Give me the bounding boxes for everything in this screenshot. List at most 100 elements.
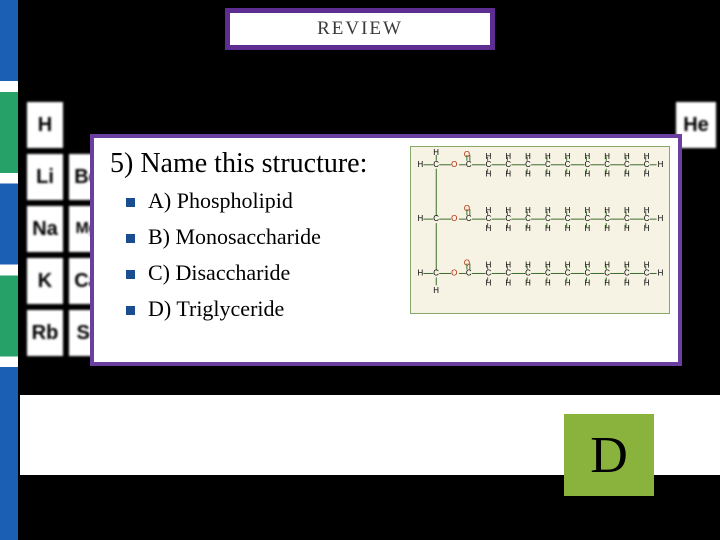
svg-text:H: H: [565, 152, 571, 161]
question-prompt-text: Name this structure:: [140, 148, 367, 179]
svg-text:O: O: [451, 268, 457, 277]
svg-text:C: C: [644, 160, 650, 169]
svg-text:C: C: [525, 214, 531, 223]
svg-text:C: C: [466, 214, 472, 223]
element-cell: Li: [25, 152, 65, 202]
svg-text:C: C: [624, 160, 630, 169]
svg-text:C: C: [505, 214, 511, 223]
svg-text:H: H: [486, 224, 492, 233]
svg-text:C: C: [466, 268, 472, 277]
svg-text:C: C: [486, 214, 492, 223]
svg-text:H: H: [525, 170, 531, 179]
svg-text:H: H: [525, 224, 531, 233]
svg-text:H: H: [604, 278, 610, 287]
svg-text:C: C: [433, 160, 439, 169]
svg-text:H: H: [624, 261, 630, 270]
svg-text:H: H: [565, 261, 571, 270]
svg-text:H: H: [505, 261, 511, 270]
svg-text:C: C: [545, 214, 551, 223]
svg-text:H: H: [584, 152, 590, 161]
svg-text:H: H: [604, 224, 610, 233]
binding-stripe: [0, 0, 18, 540]
svg-text:C: C: [525, 268, 531, 277]
review-banner: REVIEW: [225, 8, 495, 50]
svg-text:C: C: [545, 268, 551, 277]
svg-text:C: C: [584, 214, 590, 223]
svg-text:H: H: [658, 214, 664, 223]
element-cell: Na: [25, 204, 65, 254]
svg-text:H: H: [584, 261, 590, 270]
review-label: REVIEW: [317, 18, 403, 40]
element-cell: H: [25, 100, 65, 150]
svg-text:C: C: [604, 214, 610, 223]
molecule-diagram: H C H O H C O H C H O CO: [410, 146, 670, 314]
svg-text:H: H: [565, 170, 571, 179]
option-text: Triglyceride: [176, 296, 284, 321]
svg-text:H: H: [433, 286, 439, 295]
svg-text:H: H: [545, 152, 551, 161]
svg-text:O: O: [451, 160, 457, 169]
svg-text:H: H: [486, 278, 492, 287]
svg-text:C: C: [604, 268, 610, 277]
svg-text:H: H: [644, 224, 650, 233]
svg-text:H: H: [644, 261, 650, 270]
svg-text:H: H: [505, 152, 511, 161]
option-letter: C): [148, 260, 170, 285]
svg-text:C: C: [545, 160, 551, 169]
svg-text:C: C: [584, 268, 590, 277]
svg-text:C: C: [525, 160, 531, 169]
svg-text:H: H: [545, 206, 551, 215]
svg-text:C: C: [466, 160, 472, 169]
svg-text:H: H: [417, 268, 423, 277]
svg-text:H: H: [604, 206, 610, 215]
svg-text:H: H: [545, 278, 551, 287]
svg-text:H: H: [545, 224, 551, 233]
svg-text:C: C: [624, 214, 630, 223]
svg-text:C: C: [505, 160, 511, 169]
svg-text:H: H: [433, 148, 439, 157]
svg-text:H: H: [604, 170, 610, 179]
svg-text:C: C: [565, 160, 571, 169]
svg-text:C: C: [433, 268, 439, 277]
svg-text:H: H: [658, 160, 664, 169]
svg-text:C: C: [624, 268, 630, 277]
answer-letter: D: [590, 426, 628, 485]
svg-text:H: H: [545, 170, 551, 179]
svg-text:C: C: [486, 160, 492, 169]
svg-text:C: C: [433, 214, 439, 223]
svg-text:C: C: [565, 214, 571, 223]
svg-text:H: H: [658, 268, 664, 277]
svg-text:H: H: [486, 206, 492, 215]
svg-text:H: H: [644, 206, 650, 215]
svg-text:O: O: [451, 214, 457, 223]
option-text: Monosaccharide: [176, 224, 321, 249]
svg-text:H: H: [505, 206, 511, 215]
svg-text:H: H: [486, 152, 492, 161]
svg-text:H: H: [525, 206, 531, 215]
svg-text:C: C: [584, 160, 590, 169]
svg-text:C: C: [486, 268, 492, 277]
svg-text:C: C: [644, 214, 650, 223]
option-letter: A): [148, 188, 171, 213]
svg-text:C: C: [505, 268, 511, 277]
question-number: 5): [110, 148, 133, 179]
svg-text:H: H: [584, 170, 590, 179]
svg-text:C: C: [604, 160, 610, 169]
option-letter: D): [148, 296, 171, 321]
svg-text:H: H: [486, 261, 492, 270]
question-box: 5) Name this structure: A) Phospholipid …: [90, 134, 682, 366]
svg-text:H: H: [644, 278, 650, 287]
svg-text:H: H: [417, 160, 423, 169]
option-letter: B): [148, 224, 170, 249]
svg-text:H: H: [417, 214, 423, 223]
svg-text:H: H: [624, 224, 630, 233]
svg-text:H: H: [624, 152, 630, 161]
svg-text:H: H: [584, 224, 590, 233]
svg-text:H: H: [565, 278, 571, 287]
svg-text:H: H: [505, 278, 511, 287]
svg-text:H: H: [604, 261, 610, 270]
option-text: Disaccharide: [176, 260, 291, 285]
svg-text:H: H: [486, 170, 492, 179]
svg-text:H: H: [505, 224, 511, 233]
element-cell: Rb: [25, 308, 65, 358]
